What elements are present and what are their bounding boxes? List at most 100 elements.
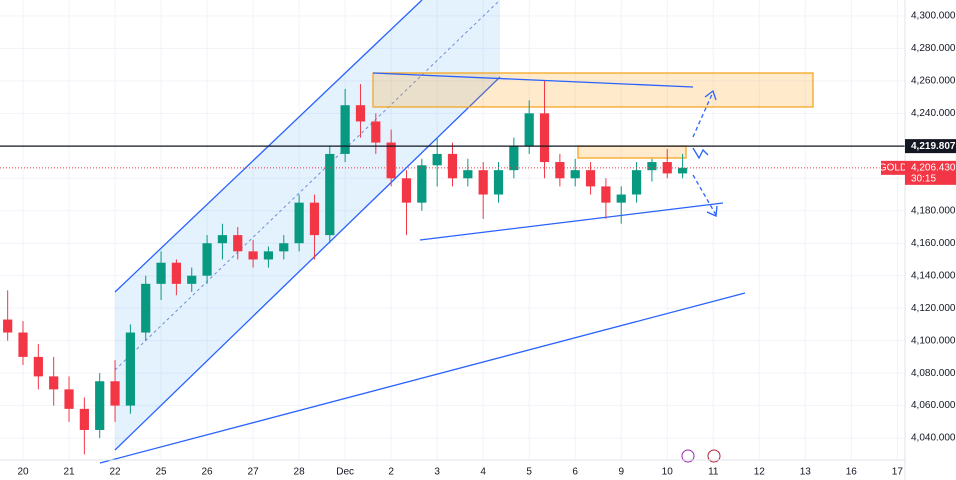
y-tick-label: 4,260.000 xyxy=(911,76,956,87)
candle-body xyxy=(309,202,320,236)
candle-body xyxy=(187,275,197,284)
x-tick-label: 20 xyxy=(17,467,29,478)
x-tick-label: 26 xyxy=(202,467,214,478)
channel-lower xyxy=(114,76,501,451)
arrow-up-head xyxy=(704,89,717,101)
x-tick-label: 27 xyxy=(248,467,260,478)
y-tick-label: 4,040.000 xyxy=(911,433,956,444)
candle-body xyxy=(79,408,89,430)
price-tag xyxy=(905,160,956,185)
candle-body xyxy=(125,332,135,406)
small-zone xyxy=(577,145,687,159)
x-tick-label: 2 xyxy=(388,467,394,478)
candle-body xyxy=(355,105,366,122)
candle-body xyxy=(585,170,596,187)
candle-body xyxy=(248,251,258,260)
arrow-down-head xyxy=(706,205,718,217)
candle-body xyxy=(95,381,105,430)
countdown-label: 30:15 xyxy=(911,173,936,184)
candle-body xyxy=(263,251,274,260)
candle-body xyxy=(447,153,458,179)
candle-body xyxy=(294,202,304,244)
y-tick-label: 4,080.000 xyxy=(911,368,956,379)
symbol-tag xyxy=(881,160,905,175)
candle-body xyxy=(3,319,13,333)
candle-body xyxy=(677,167,688,174)
x-tick-label: 10 xyxy=(662,467,674,478)
price-scale-bg xyxy=(905,0,956,480)
candle-body xyxy=(386,142,396,179)
candle-body xyxy=(631,170,642,195)
level-tag xyxy=(905,139,956,154)
candle-body xyxy=(401,178,412,203)
arrow-up xyxy=(692,91,714,138)
x-tick-label: 17 xyxy=(892,467,904,478)
candle-body xyxy=(33,356,43,377)
x-tick-label: 11 xyxy=(708,467,719,478)
x-tick-label: 22 xyxy=(109,467,121,478)
candle-body xyxy=(371,121,381,143)
candle-body xyxy=(325,153,335,236)
candle-body xyxy=(49,376,59,390)
candle-body xyxy=(156,262,166,284)
zigzag xyxy=(692,147,709,160)
candle-body xyxy=(555,162,565,179)
candle-body xyxy=(478,170,488,195)
candle-body xyxy=(141,283,151,333)
symbol-label: GOLD xyxy=(879,162,907,173)
x-tick-label: 13 xyxy=(800,467,812,478)
y-tick-label: 4,280.000 xyxy=(911,43,956,54)
y-tick-label: 4,140.000 xyxy=(911,270,956,281)
drawings xyxy=(99,0,814,464)
candle-body xyxy=(340,105,350,154)
y-tick-label: 4,120.000 xyxy=(911,303,956,314)
candle-body xyxy=(463,170,473,179)
event-icon[interactable] xyxy=(681,449,695,463)
candle-body xyxy=(601,186,611,203)
candle-body xyxy=(217,235,228,244)
price-label: 4,206.430 xyxy=(911,162,956,173)
x-tick-label: Dec xyxy=(336,467,354,478)
channel-fill xyxy=(115,0,500,450)
x-tick-label: 6 xyxy=(572,467,578,478)
candle-body xyxy=(509,145,519,171)
grid xyxy=(0,0,905,460)
candle-body xyxy=(493,170,504,195)
y-tick-label: 4,160.000 xyxy=(911,238,956,249)
resistance-zone xyxy=(372,72,814,108)
candle-body xyxy=(524,113,534,146)
candle-body xyxy=(616,194,626,203)
x-tick-label: 3 xyxy=(434,467,440,478)
candle-body xyxy=(570,170,580,179)
candle-body xyxy=(110,381,120,406)
candle-body xyxy=(64,389,74,409)
long-trend-line xyxy=(99,292,746,464)
candle-body xyxy=(432,153,442,166)
candle-body xyxy=(202,243,212,276)
x-tick-label: 16 xyxy=(846,467,858,478)
candle-body xyxy=(647,162,657,171)
candle-body xyxy=(539,113,550,163)
support-line xyxy=(419,202,724,241)
trend-line-top xyxy=(372,72,694,88)
candle-body xyxy=(171,262,181,284)
x-tick-label: 28 xyxy=(294,467,306,478)
y-tick-label: 4,060.000 xyxy=(911,400,956,411)
candle-body xyxy=(662,162,672,174)
candle-body xyxy=(233,235,243,252)
channel-mid xyxy=(114,0,501,371)
candle-body xyxy=(18,332,28,357)
x-tick-label: 25 xyxy=(155,467,167,478)
level-label: 4,219.807 xyxy=(911,141,956,152)
x-tick-label: 4 xyxy=(480,467,486,478)
candles xyxy=(0,80,905,455)
arrow-down xyxy=(692,174,717,216)
y-tick-label: 4,180.000 xyxy=(911,205,956,216)
y-tick-label: 4,100.000 xyxy=(911,335,956,346)
candle-body xyxy=(417,165,427,203)
flag-icon[interactable] xyxy=(707,449,721,463)
y-tick-label: 4,240.000 xyxy=(911,108,956,119)
y-tick-label: 4,300.000 xyxy=(911,11,956,22)
